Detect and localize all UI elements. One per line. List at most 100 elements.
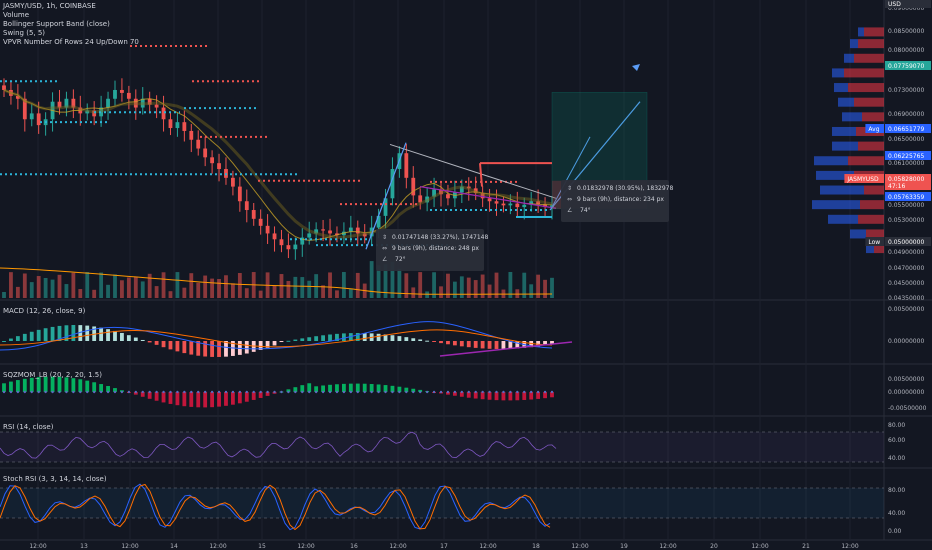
stoch-d-line xyxy=(0,483,551,531)
time-tick: 16 xyxy=(350,543,358,550)
sqz-momentum-bar xyxy=(355,383,360,392)
candle xyxy=(446,194,450,199)
volume-bar xyxy=(237,273,242,298)
sqz-dot xyxy=(273,390,276,394)
price-tick: 0.04500000 xyxy=(888,280,924,287)
sqz-momentum-bar xyxy=(168,392,173,404)
sqz-momentum-bar xyxy=(369,384,374,392)
volume-bar xyxy=(244,288,249,298)
volume-bar xyxy=(300,277,305,298)
candle xyxy=(328,230,332,234)
angle-icon: ∠ xyxy=(382,256,388,263)
volume-bar xyxy=(140,281,145,298)
vpvr-bar-down xyxy=(874,244,884,254)
time-tick: 12:00 xyxy=(297,543,314,550)
candle xyxy=(175,122,180,129)
macd-label: MACD (12, 26, close, 9) xyxy=(3,307,86,315)
rsi-tick: 60.00 xyxy=(888,437,905,444)
vpvr-bar-up xyxy=(838,97,854,107)
sqz-momentum-bar xyxy=(515,392,520,401)
macd-tick: 0.00500000 xyxy=(888,306,924,313)
price-badge xyxy=(885,174,931,183)
macd-histogram-bar xyxy=(217,341,221,357)
macd-histogram-bar xyxy=(272,341,277,346)
tooltip-upper-line2: 9 bars (9h), distance: 234 px xyxy=(577,196,664,203)
volume-bar xyxy=(272,285,277,298)
volume-bar xyxy=(120,280,124,298)
candle xyxy=(314,229,319,234)
candle xyxy=(508,203,513,206)
volume-bar xyxy=(286,280,291,298)
price-badge-prefix-bg xyxy=(844,174,884,183)
sqz-dot xyxy=(106,390,110,394)
sqz-dot xyxy=(377,390,380,394)
vpvr-bar-down xyxy=(854,53,884,63)
sqz-dot xyxy=(51,390,54,394)
sqz-dot xyxy=(65,390,68,394)
macd-histogram-bar xyxy=(550,341,554,345)
angle-icon: ∠ xyxy=(567,207,573,214)
vpvr-bar-up xyxy=(866,244,874,254)
sqz-dot xyxy=(384,390,387,394)
macd-histogram-bar xyxy=(543,341,547,346)
macd-histogram-bar xyxy=(390,335,395,341)
sqz-label: SQZMOM_LB (20, 2, 20, 1.5) xyxy=(3,371,102,379)
volume-bar xyxy=(522,272,527,298)
sqz-dot xyxy=(224,390,228,394)
vpvr-bar-down xyxy=(854,97,884,107)
measure-tooltip-upper: ⇕ 0.01832978 (30.95%), 1832978 ⇔ 9 bars (9… xyxy=(561,180,673,222)
price-badge-prefix-bg xyxy=(865,237,884,246)
sqz-momentum-bar xyxy=(536,392,541,399)
vpvr-bar-down xyxy=(860,200,884,210)
volume-bar xyxy=(494,272,499,298)
sqz-momentum-bar xyxy=(22,378,27,392)
volume-bar xyxy=(397,268,402,298)
sqz-momentum-bar xyxy=(50,376,55,392)
candle xyxy=(459,186,464,193)
sqz-dot xyxy=(162,390,165,394)
sqz-dot xyxy=(314,390,318,394)
sqz-dot xyxy=(550,390,554,394)
candle xyxy=(425,196,430,203)
volume-bar xyxy=(106,284,110,298)
price-badge-label: 0.06651779 xyxy=(888,126,924,133)
macd-histogram-bar xyxy=(147,341,152,343)
sqz-momentum-bar xyxy=(543,392,547,399)
volume-bar xyxy=(9,272,13,298)
volume-bar xyxy=(411,287,416,298)
sqz-momentum-bar xyxy=(85,380,90,392)
sqz-momentum-bar xyxy=(376,384,381,392)
candle xyxy=(147,98,152,105)
candle xyxy=(480,193,485,199)
macd-histogram-bar xyxy=(43,328,48,341)
sqz-dot xyxy=(176,390,179,394)
candle xyxy=(487,198,492,202)
sqz-dot xyxy=(238,390,242,394)
candle xyxy=(99,107,104,117)
sqz-dot xyxy=(467,390,470,394)
candle xyxy=(196,139,201,149)
sqz-dot xyxy=(72,390,75,394)
vpvr-label: VPVR Number Of Rows 24 Up/Down 70 xyxy=(3,38,139,46)
sqz-momentum-bar xyxy=(300,385,305,392)
macd-histogram-bar xyxy=(57,325,62,341)
candle xyxy=(418,195,423,203)
volume-bar xyxy=(50,279,55,298)
candle xyxy=(154,104,159,108)
candle xyxy=(404,153,409,178)
sqz-momentum-bar xyxy=(217,392,221,407)
sqz-dot xyxy=(16,390,20,394)
sqz-momentum-bar xyxy=(501,392,506,401)
volume-bar xyxy=(57,274,62,298)
macd-histogram-bar xyxy=(29,331,34,341)
volume-label: Volume xyxy=(3,11,30,19)
candle xyxy=(182,122,187,131)
sqz-dot xyxy=(495,390,498,394)
vpvr-bar-down xyxy=(848,83,884,93)
vpvr-bar-down xyxy=(864,185,884,195)
sqz-dot xyxy=(30,390,33,394)
volume-bar xyxy=(182,287,187,298)
candle xyxy=(120,89,124,93)
volume-bar xyxy=(99,272,104,298)
